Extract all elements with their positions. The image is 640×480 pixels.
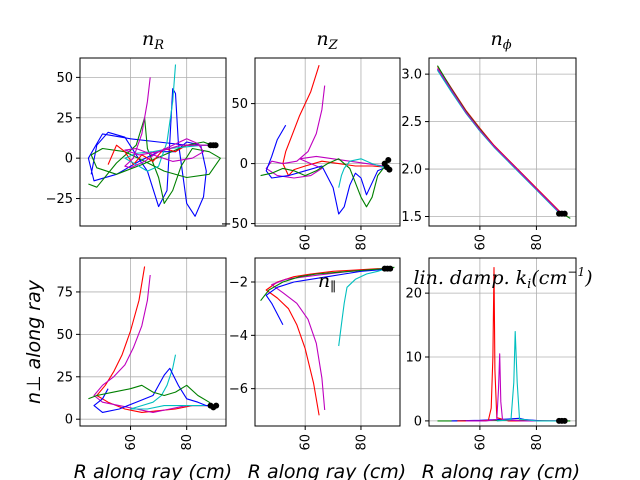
series-line-2 xyxy=(88,117,221,204)
ytick-label: 2.0 xyxy=(401,163,422,178)
panel-nphi: 1.5 2.0 2.5 3.0 60 80 xyxy=(401,57,577,251)
xtick-label: 80 xyxy=(354,434,369,451)
ytick-label: 50 xyxy=(56,71,73,86)
xtick-label: 60 xyxy=(299,434,314,451)
axes-frame xyxy=(428,257,577,427)
xtick-label: 80 xyxy=(530,234,545,251)
series-line-4 xyxy=(93,367,212,413)
ytick-label: 0 xyxy=(65,413,73,428)
series-line-3 xyxy=(265,124,387,215)
series-group xyxy=(437,65,571,219)
series-line-2 xyxy=(93,274,212,413)
series-line-5 xyxy=(338,158,387,188)
ray-endpoint xyxy=(213,402,220,409)
ylabel-left: n⊥ along ray xyxy=(23,279,45,404)
ytick-label: −6 xyxy=(229,382,248,397)
title-ki: lin. damp. ki(cm−1) xyxy=(413,265,592,292)
ytick-label: 10 xyxy=(405,351,422,366)
series-line-1 xyxy=(87,88,212,217)
ytick-label: 75 xyxy=(56,285,73,300)
ray-endpoint xyxy=(386,166,393,173)
series-line-5 xyxy=(88,384,216,410)
ray-endpoint xyxy=(212,142,219,149)
series-line-4 xyxy=(260,158,387,208)
title-nphi: nϕ xyxy=(490,28,511,53)
ytick-label: 50 xyxy=(231,97,248,112)
ytick-label: 25 xyxy=(56,370,73,385)
xtick-label: 80 xyxy=(354,234,369,251)
series-group xyxy=(88,266,220,413)
panel-nperp: 0 25 50 75 60 80 xyxy=(56,257,227,451)
series-line-5 xyxy=(260,266,395,302)
axes-frame xyxy=(254,57,401,227)
axes-frame xyxy=(254,257,401,427)
ytick-label: 25 xyxy=(56,111,73,126)
series-line-5 xyxy=(124,77,212,169)
series-line-2 xyxy=(437,69,565,216)
series-line-3 xyxy=(129,354,212,410)
series-line-4 xyxy=(465,353,562,422)
xlabel-middle: R along ray (cm) xyxy=(248,461,406,480)
series-line-5 xyxy=(437,68,565,215)
series-line-4 xyxy=(265,268,387,325)
panel-npar: −6 −4 −2 60 80 xyxy=(229,257,401,451)
ytick-label: 2.5 xyxy=(401,115,422,130)
ytick-label: −50 xyxy=(221,217,248,232)
panel-nZ: −50 0 50 60 80 xyxy=(221,57,401,251)
xtick-label: 60 xyxy=(124,434,139,451)
series-line-1 xyxy=(437,66,568,217)
ytick-label: 50 xyxy=(56,328,73,343)
axes-frame xyxy=(428,57,577,227)
series-line-4 xyxy=(124,64,212,172)
title-nZ: nZ xyxy=(316,28,338,53)
axes-frame xyxy=(79,257,227,427)
ytick-label: −4 xyxy=(229,329,248,344)
series-group xyxy=(260,65,393,215)
series-line-4 xyxy=(437,70,565,216)
xlabel-right: R along ray (cm) xyxy=(422,461,580,480)
ytick-label: −2 xyxy=(229,276,248,291)
xtick-label: 60 xyxy=(473,234,488,251)
ray-endpoint xyxy=(387,265,394,272)
series-line-3 xyxy=(437,65,571,219)
series-line-1 xyxy=(282,65,387,177)
panels: −25 0 25 50 −50 0 50 60 80 1.5 2.0 2.5 3.0 60 80 0 25 50 7… xyxy=(46,57,577,451)
ytick-label: 0 xyxy=(414,414,422,429)
series-line-1 xyxy=(96,266,212,413)
axes-frame xyxy=(79,57,227,227)
series-line-3 xyxy=(338,268,387,347)
series-group xyxy=(260,265,395,416)
xtick-label: 80 xyxy=(530,434,545,451)
ray-endpoint xyxy=(561,417,568,424)
ytick-label: 3.0 xyxy=(401,68,422,83)
ray-endpoint xyxy=(561,210,568,217)
series-line-2 xyxy=(265,85,387,179)
ray-endpoint xyxy=(385,157,392,163)
ytick-label: 0 xyxy=(65,152,73,167)
series-group xyxy=(437,267,571,424)
series-line-5 xyxy=(496,330,562,422)
xlabel-left: R along ray (cm) xyxy=(74,461,232,480)
ytick-label: 1.5 xyxy=(401,210,422,225)
series-line-3 xyxy=(457,267,562,422)
panel-ki: 0 10 20 60 80 xyxy=(405,257,577,451)
ytick-label: 20 xyxy=(405,287,422,302)
panel-nR: −25 0 25 50 xyxy=(46,57,227,230)
ytick-label: −25 xyxy=(46,192,73,207)
xtick-label: 60 xyxy=(473,434,488,451)
series-line-1 xyxy=(265,268,387,416)
title-nR: nR xyxy=(142,28,164,53)
xtick-label: 60 xyxy=(299,234,314,251)
xtick-label: 80 xyxy=(180,434,195,451)
ytick-label: 0 xyxy=(240,157,248,172)
series-group xyxy=(87,64,221,217)
